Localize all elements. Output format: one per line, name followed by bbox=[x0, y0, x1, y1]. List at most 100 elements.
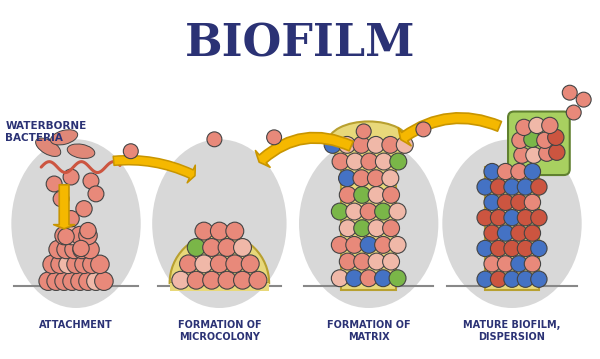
Circle shape bbox=[75, 255, 93, 274]
Circle shape bbox=[360, 270, 377, 287]
Text: BIOFILM: BIOFILM bbox=[185, 22, 415, 65]
Text: FORMATION OF
MATRIX: FORMATION OF MATRIX bbox=[327, 320, 410, 341]
Circle shape bbox=[53, 191, 69, 207]
Circle shape bbox=[490, 210, 507, 226]
Circle shape bbox=[524, 163, 541, 180]
Ellipse shape bbox=[67, 144, 95, 158]
Circle shape bbox=[536, 132, 553, 148]
Circle shape bbox=[516, 119, 532, 136]
Circle shape bbox=[531, 240, 547, 257]
Circle shape bbox=[504, 210, 520, 226]
Circle shape bbox=[511, 163, 527, 180]
Circle shape bbox=[354, 186, 371, 203]
Circle shape bbox=[383, 186, 400, 203]
Circle shape bbox=[67, 255, 85, 274]
Circle shape bbox=[374, 237, 392, 253]
Circle shape bbox=[211, 255, 229, 273]
Circle shape bbox=[55, 226, 73, 245]
Circle shape bbox=[484, 225, 500, 241]
Circle shape bbox=[383, 220, 400, 237]
Circle shape bbox=[504, 271, 520, 287]
Circle shape bbox=[187, 238, 205, 256]
Circle shape bbox=[340, 253, 356, 270]
Circle shape bbox=[124, 144, 138, 159]
Circle shape bbox=[517, 210, 533, 226]
Circle shape bbox=[47, 272, 65, 290]
Circle shape bbox=[211, 222, 229, 240]
Circle shape bbox=[416, 122, 431, 137]
Circle shape bbox=[389, 203, 406, 220]
Circle shape bbox=[83, 255, 101, 274]
Circle shape bbox=[354, 220, 371, 237]
Circle shape bbox=[203, 271, 221, 289]
Circle shape bbox=[172, 271, 190, 289]
Circle shape bbox=[179, 255, 197, 273]
Circle shape bbox=[71, 226, 89, 245]
Circle shape bbox=[353, 136, 370, 153]
Circle shape bbox=[531, 179, 547, 195]
Circle shape bbox=[511, 256, 527, 272]
Circle shape bbox=[524, 131, 540, 148]
Circle shape bbox=[49, 240, 67, 259]
Ellipse shape bbox=[152, 139, 287, 308]
Circle shape bbox=[477, 271, 493, 287]
Circle shape bbox=[79, 272, 97, 290]
Circle shape bbox=[382, 136, 399, 153]
Circle shape bbox=[368, 220, 385, 237]
Circle shape bbox=[340, 186, 356, 203]
Circle shape bbox=[390, 153, 407, 170]
Circle shape bbox=[346, 203, 363, 220]
Circle shape bbox=[490, 179, 507, 195]
Circle shape bbox=[233, 238, 251, 256]
Circle shape bbox=[367, 170, 385, 187]
Circle shape bbox=[484, 256, 500, 272]
Circle shape bbox=[51, 255, 70, 274]
Circle shape bbox=[95, 272, 113, 290]
Circle shape bbox=[477, 179, 493, 195]
Circle shape bbox=[490, 240, 507, 257]
Circle shape bbox=[218, 271, 236, 289]
Circle shape bbox=[46, 176, 62, 192]
FancyBboxPatch shape bbox=[341, 142, 396, 290]
Circle shape bbox=[65, 240, 83, 259]
Circle shape bbox=[338, 170, 355, 187]
Circle shape bbox=[490, 271, 507, 287]
Circle shape bbox=[542, 117, 558, 134]
Circle shape bbox=[59, 255, 77, 274]
Circle shape bbox=[324, 136, 341, 153]
Circle shape bbox=[340, 220, 356, 237]
Ellipse shape bbox=[35, 138, 61, 157]
Circle shape bbox=[376, 153, 392, 170]
Circle shape bbox=[63, 226, 82, 245]
Circle shape bbox=[63, 211, 79, 227]
Circle shape bbox=[43, 255, 61, 274]
Circle shape bbox=[512, 132, 528, 148]
Circle shape bbox=[233, 271, 251, 289]
Circle shape bbox=[187, 271, 205, 289]
Circle shape bbox=[226, 255, 244, 273]
Circle shape bbox=[524, 194, 541, 210]
Circle shape bbox=[83, 173, 99, 189]
Circle shape bbox=[514, 147, 530, 163]
Circle shape bbox=[207, 132, 222, 147]
Circle shape bbox=[195, 255, 213, 273]
Circle shape bbox=[86, 272, 105, 290]
Circle shape bbox=[346, 270, 363, 287]
Circle shape bbox=[517, 271, 533, 287]
Circle shape bbox=[374, 270, 392, 287]
Circle shape bbox=[484, 163, 500, 180]
Circle shape bbox=[356, 124, 371, 139]
Circle shape bbox=[548, 129, 564, 145]
Text: WATERBORNE
BACTERIA: WATERBORNE BACTERIA bbox=[5, 121, 86, 143]
Circle shape bbox=[497, 256, 514, 272]
Circle shape bbox=[517, 240, 533, 257]
Circle shape bbox=[58, 228, 74, 245]
Circle shape bbox=[368, 186, 385, 203]
Circle shape bbox=[360, 203, 377, 220]
Circle shape bbox=[71, 272, 89, 290]
Circle shape bbox=[539, 145, 555, 161]
Circle shape bbox=[497, 225, 514, 241]
Circle shape bbox=[353, 170, 370, 187]
Ellipse shape bbox=[442, 139, 581, 308]
Text: ATTACHMENT: ATTACHMENT bbox=[39, 320, 113, 330]
